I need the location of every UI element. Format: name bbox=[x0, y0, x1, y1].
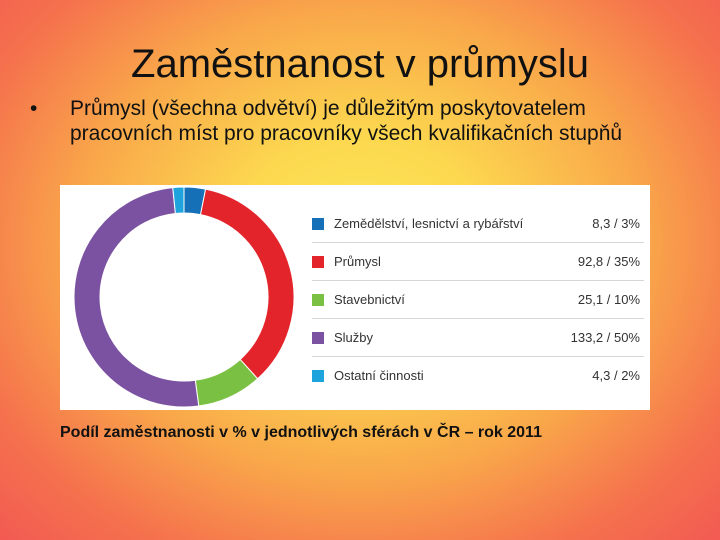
slide-title: Zaměstnanost v průmyslu bbox=[131, 42, 589, 86]
legend-row: Ostatní činnosti 4,3 / 2% bbox=[312, 357, 644, 394]
legend-swatch bbox=[312, 218, 324, 230]
legend-value: 4,3 / 2% bbox=[592, 368, 640, 383]
legend-value: 92,8 / 35% bbox=[577, 254, 640, 269]
legend-row: Služby 133,2 / 50% bbox=[312, 319, 644, 357]
donut-slice-5 bbox=[172, 186, 185, 214]
donut-chart bbox=[73, 186, 295, 408]
legend-label: Průmysl bbox=[334, 254, 381, 269]
donut-slice-2 bbox=[199, 188, 295, 380]
chart-panel: Zemědělství, lesnictví a rybářství 8,3 / … bbox=[60, 185, 650, 410]
chart-caption: Podíl zaměstnanosti v % v jednotlivých s… bbox=[60, 424, 542, 441]
legend-swatch bbox=[312, 370, 324, 382]
donut-slice-4 bbox=[73, 187, 200, 408]
bullet-text: Průmysl (všechna odvětví) je důležitým p… bbox=[70, 97, 623, 145]
legend-label: Služby bbox=[334, 330, 374, 345]
legend-value: 25,1 / 10% bbox=[577, 292, 640, 307]
bullet-marker: • bbox=[30, 97, 38, 120]
legend-value: 133,2 / 50% bbox=[570, 330, 640, 345]
legend-label: Stavebnictví bbox=[334, 292, 405, 307]
legend-row: Průmysl 92,8 / 35% bbox=[312, 243, 644, 281]
legend-value: 8,3 / 3% bbox=[592, 216, 640, 231]
legend-row: Stavebnictví 25,1 / 10% bbox=[312, 281, 644, 319]
legend-swatch bbox=[312, 332, 324, 344]
legend-swatch bbox=[312, 256, 324, 268]
legend-label: Ostatní činnosti bbox=[334, 368, 424, 383]
bullet-point: • Průmysl (všechna odvětví) je důležitým… bbox=[30, 96, 690, 146]
legend-swatch bbox=[312, 294, 324, 306]
legend-row: Zemědělství, lesnictví a rybářství 8,3 / … bbox=[312, 205, 644, 243]
legend-label: Zemědělství, lesnictví a rybářství bbox=[334, 216, 524, 231]
